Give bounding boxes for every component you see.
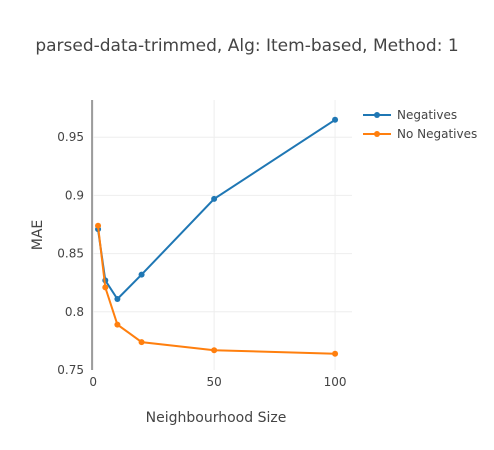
x-tick-labels: 0 50 100: [89, 375, 346, 389]
plot-area: [95, 116, 339, 357]
legend-swatch-marker: [374, 112, 380, 118]
legend-item[interactable]: No Negatives: [363, 127, 477, 141]
y-tick-label: 0.9: [65, 188, 84, 202]
series-line: [97, 118, 336, 301]
y-tick-label: 0.85: [57, 247, 84, 261]
x-tick-label: 100: [324, 375, 347, 389]
data-point[interactable]: [114, 321, 121, 328]
x-tick-label: 0: [89, 375, 97, 389]
data-point[interactable]: [138, 271, 145, 278]
data-point[interactable]: [138, 339, 145, 346]
legend-label: No Negatives: [397, 127, 477, 141]
legend[interactable]: Negatives No Negatives: [363, 108, 477, 141]
y-axis-title: MAE: [30, 220, 46, 251]
y-tick-label: 0.75: [57, 363, 84, 377]
data-point[interactable]: [95, 222, 102, 229]
chart-title: parsed-data-trimmed, Alg: Item-based, Me…: [35, 36, 458, 56]
legend-label: Negatives: [397, 108, 457, 122]
legend-item[interactable]: Negatives: [363, 108, 457, 122]
y-tick-label: 0.95: [57, 130, 84, 144]
data-point[interactable]: [102, 284, 109, 291]
x-tick-label: 50: [206, 375, 221, 389]
y-tick-labels: 0.75 0.8 0.85 0.9 0.95: [57, 130, 84, 377]
data-point[interactable]: [211, 195, 218, 202]
legend-swatch-marker: [374, 131, 380, 137]
series-no-negatives: [95, 222, 339, 357]
y-tick-label: 0.8: [65, 305, 84, 319]
series-line: [97, 225, 336, 355]
data-point[interactable]: [332, 350, 339, 357]
data-point[interactable]: [332, 116, 339, 123]
series-negatives: [95, 116, 339, 303]
x-axis-title: Neighbourhood Size: [146, 410, 287, 426]
data-point[interactable]: [114, 296, 121, 303]
gridlines: [92, 100, 352, 370]
data-point[interactable]: [211, 347, 218, 354]
